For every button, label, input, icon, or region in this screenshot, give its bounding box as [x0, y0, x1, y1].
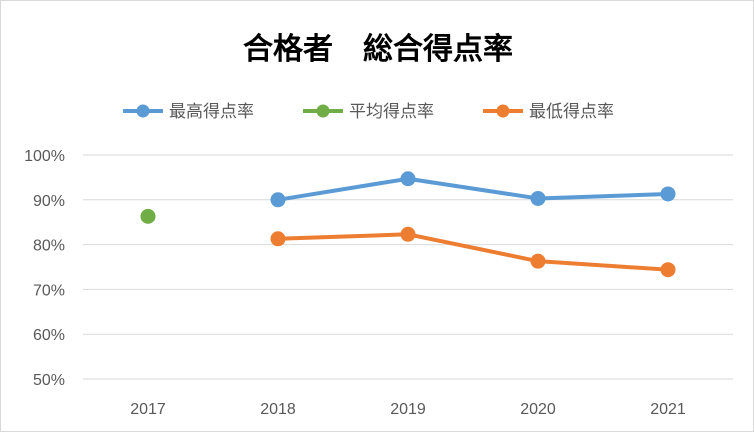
y-tick-label: 100% [24, 148, 65, 165]
data-point [270, 192, 286, 208]
x-tick-label: 2017 [130, 401, 166, 418]
y-tick-label: 90% [33, 193, 65, 210]
legend-label: 最高得点率 [169, 102, 254, 122]
data-point [660, 262, 676, 278]
data-point [530, 253, 546, 269]
legend-dot-marker [316, 104, 330, 118]
legend-item: 最低得点率 [483, 102, 614, 122]
chart-title: 合格者 総合得点率 [243, 32, 513, 67]
data-point [660, 186, 676, 202]
x-tick-label: 2020 [520, 401, 556, 418]
x-tick-label: 2018 [260, 401, 296, 418]
data-point [140, 208, 156, 224]
legend-label: 最低得点率 [529, 102, 614, 122]
legend-item: 最高得点率 [123, 102, 254, 122]
series-layer [140, 171, 676, 278]
data-point [400, 226, 416, 242]
legend-dot-marker [496, 104, 510, 118]
series-line [276, 232, 670, 272]
legend: 最高得点率 平均得点率 最低得点率 [123, 102, 614, 122]
legend-label: 平均得点率 [349, 102, 434, 122]
legend-item: 平均得点率 [303, 102, 434, 122]
x-tick-label: 2019 [390, 401, 426, 418]
series-line [276, 176, 670, 202]
x-tick-label: 2021 [650, 401, 686, 418]
x-axis: 2017 2018 2019 2020 2021 [130, 401, 686, 418]
series-1 [140, 208, 156, 224]
y-tick-label: 70% [33, 282, 65, 299]
y-tick-label: 50% [33, 372, 65, 389]
y-axis: 50% 60% 70% 80% 90% 100% [24, 148, 65, 389]
data-point [400, 171, 416, 187]
y-tick-label: 60% [33, 327, 65, 344]
y-tick-label: 80% [33, 238, 65, 255]
series-0 [270, 171, 676, 208]
legend-dot-marker [136, 104, 150, 118]
data-point [530, 190, 546, 206]
data-point [270, 231, 286, 247]
series-2 [270, 226, 676, 278]
gridlines [83, 154, 733, 380]
